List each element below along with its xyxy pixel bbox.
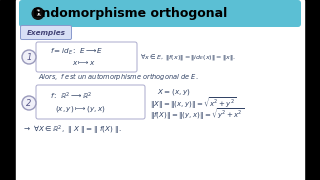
Text: $\mathit{Alors,\ f\ est\ un\ automorphisme\ orthogonal\ de\ E.}$: $\mathit{Alors,\ f\ est\ un\ automorphis…: [38, 71, 198, 82]
Text: 1: 1: [26, 53, 32, 62]
Text: $f = id_E :\ E \longrightarrow E$: $f = id_E :\ E \longrightarrow E$: [50, 47, 103, 57]
FancyBboxPatch shape: [36, 42, 137, 72]
Text: $(x,y) \longmapsto (y,x)$: $(x,y) \longmapsto (y,x)$: [55, 104, 106, 114]
Text: $X = (x,y)$: $X = (x,y)$: [157, 87, 190, 97]
Text: Exemples: Exemples: [27, 30, 66, 36]
Bar: [304, 0, 320, 180]
Circle shape: [31, 7, 44, 20]
Text: $f:\ \mathbb{R}^2 \longrightarrow \mathbb{R}^2$: $f:\ \mathbb{R}^2 \longrightarrow \mathb…: [50, 90, 92, 102]
Circle shape: [22, 96, 36, 110]
Text: $\forall x \in E,\ \|f(x)\| = \|id_E(x)\| = \|x\|.$: $\forall x \in E,\ \|f(x)\| = \|id_E(x)\…: [140, 52, 236, 62]
Circle shape: [22, 50, 36, 64]
Bar: [0, 0, 16, 180]
Text: 1: 1: [36, 9, 41, 18]
Text: $\|X\| = \|(x,y)\| = \sqrt{x^2+y^2}$: $\|X\| = \|(x,y)\| = \sqrt{x^2+y^2}$: [150, 95, 236, 111]
Text: Endomorphisme orthogonal: Endomorphisme orthogonal: [33, 7, 227, 20]
FancyBboxPatch shape: [19, 0, 301, 27]
Text: $x \longmapsto x$: $x \longmapsto x$: [72, 59, 96, 67]
Text: $\|f(X)\| = \|(y,x)\| = \sqrt{y^2+x^2}$: $\|f(X)\| = \|(y,x)\| = \sqrt{y^2+x^2}$: [150, 106, 244, 122]
Text: $\rightarrow\ \forall X \in \mathbb{R}^2,\ \|\ X\ \|=\|\ f(X)\ \|.$: $\rightarrow\ \forall X \in \mathbb{R}^2…: [22, 123, 122, 137]
FancyBboxPatch shape: [36, 85, 145, 119]
FancyBboxPatch shape: [20, 26, 71, 39]
Text: 2: 2: [26, 98, 32, 107]
